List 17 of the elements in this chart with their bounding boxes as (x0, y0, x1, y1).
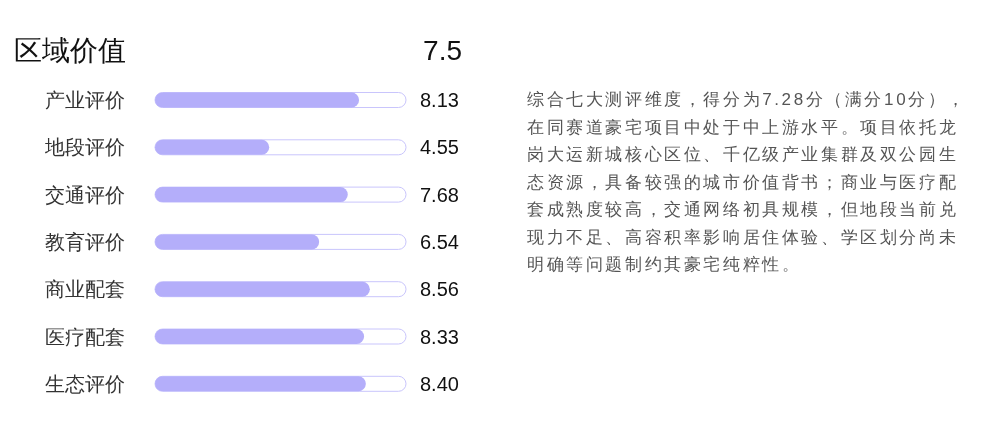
y-tick-label: 生态评价 (45, 372, 125, 395)
chart-title: 区域价值 (14, 35, 126, 66)
data-label: 8.13 (420, 89, 459, 111)
data-label: 4.55 (420, 136, 459, 159)
y-tick-label: 地段评价 (44, 136, 125, 159)
y-tick-label: 产业评价 (45, 89, 125, 111)
y-tick-label: 教育评价 (45, 230, 125, 253)
y-tick-label: 商业配套 (45, 278, 125, 301)
data-label: 7.68 (420, 183, 459, 206)
y-tick-label: 交通评价 (45, 183, 125, 206)
data-label: 8.33 (420, 325, 459, 348)
data-label: 8.40 (420, 372, 459, 395)
y-tick-label: 医疗配套 (45, 325, 125, 348)
data-label: 8.56 (420, 278, 459, 301)
data-label: 6.54 (420, 230, 459, 253)
text: 7.5 (423, 35, 462, 66)
text: 综合七大测评维度，得分为7.28分（满分10分），在同赛道豪宅项目中处于中上游水平。项目依托龙岗大运新城核心区位、千亿级产业集群及双公园生态资源，具备较强的城市价值背书；商业与医疗配套成熟度较高，交通网络初具规模，但地段当前兑现力不足、高容积率影响居住体验、学区划分尚未明确等问题制约其豪宅纯粹性。 (527, 89, 968, 276)
